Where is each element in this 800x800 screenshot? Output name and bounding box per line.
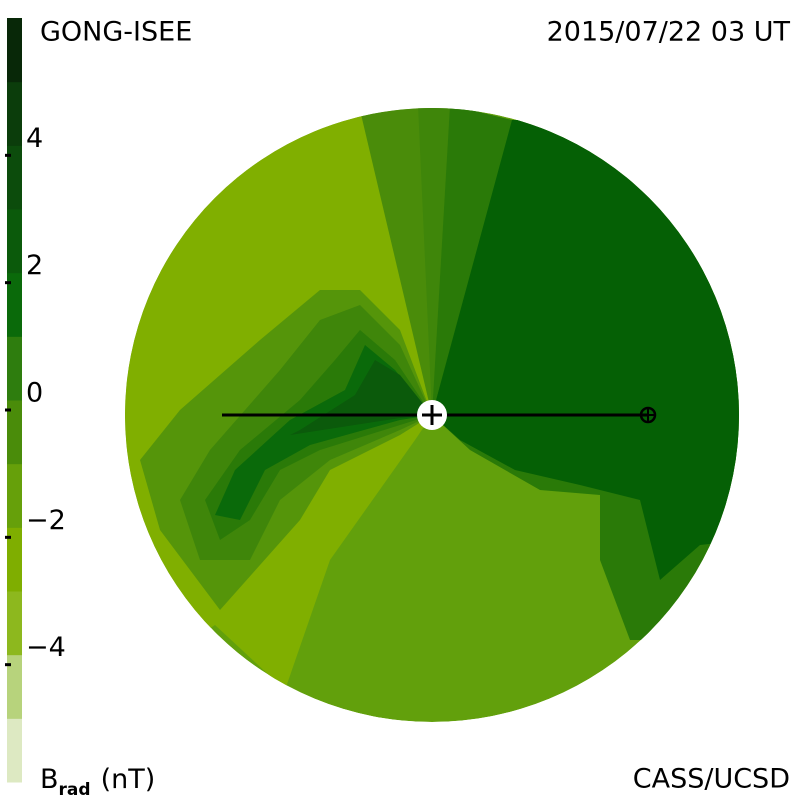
- region: [432, 108, 512, 415]
- credit: CASS/UCSD: [633, 764, 790, 795]
- region: [418, 108, 450, 415]
- color-band: [7, 272, 22, 337]
- subscript: rad: [59, 780, 91, 800]
- color-band: [7, 718, 22, 783]
- tick-label: 0: [26, 378, 43, 409]
- earth-marker: [640, 407, 656, 423]
- color-band: [7, 400, 22, 465]
- tick-label: −2: [26, 505, 66, 536]
- colorbar-label: Brad (nT): [40, 764, 155, 800]
- symbol: B: [40, 764, 59, 795]
- tick-label: −4: [26, 632, 66, 663]
- color-band: [7, 527, 22, 592]
- color-band: [7, 463, 22, 528]
- unit: (nT): [101, 764, 156, 795]
- tick-label: 4: [26, 123, 43, 154]
- source: GONG-ISEE: [40, 17, 192, 48]
- tick-label: 2: [26, 250, 43, 281]
- sun-marker: [422, 405, 442, 425]
- color-band: [7, 591, 22, 656]
- time: 2015/07/22 03 UT: [547, 17, 791, 48]
- color-band: [7, 81, 22, 146]
- color-band: [7, 145, 22, 210]
- color-band: [7, 336, 22, 401]
- color-band: [7, 18, 22, 83]
- colorbar: [7, 18, 22, 783]
- color-band: [7, 654, 22, 719]
- color-band: [7, 209, 22, 274]
- region: [432, 120, 739, 580]
